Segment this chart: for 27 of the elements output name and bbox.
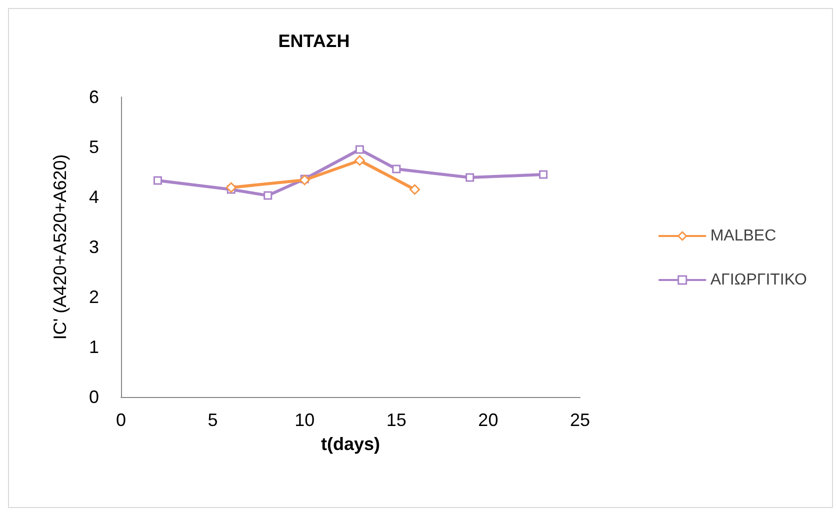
point: [466, 173, 474, 182]
y-tick-label: 4: [88, 187, 99, 207]
point: [392, 164, 401, 174]
x-axis-title: t(days): [320, 434, 380, 454]
y-axis-title: IC' (A420+A520+A620): [50, 154, 70, 340]
y-tick-label: 3: [88, 237, 99, 257]
y-tick-label: 6: [88, 87, 99, 107]
y-tick-label: 0: [88, 387, 99, 407]
x-tick-label: 15: [386, 410, 406, 430]
x-tick-label: 0: [116, 410, 126, 430]
point: [354, 155, 365, 166]
point: [153, 176, 162, 185]
chart-title: ΕΝΤΑΣΗ: [278, 31, 350, 51]
point: [539, 170, 548, 179]
point: [264, 191, 272, 200]
y-tick-label: 2: [88, 287, 99, 307]
x-tick-label: 20: [478, 410, 498, 430]
legend-label: ΑΓΙΩΡΓΙΤΙΚΟ: [710, 272, 808, 288]
point: [226, 182, 236, 193]
x-tick-label: 10: [294, 410, 315, 430]
x-tick-label: 25: [570, 410, 590, 430]
legend-label: MALBEC: [710, 228, 776, 244]
y-tick-label: 1: [88, 337, 99, 357]
point: [410, 184, 420, 195]
x-tick-label: 5: [208, 410, 218, 430]
y-tick-label: 5: [88, 137, 99, 157]
point: [355, 145, 364, 154]
